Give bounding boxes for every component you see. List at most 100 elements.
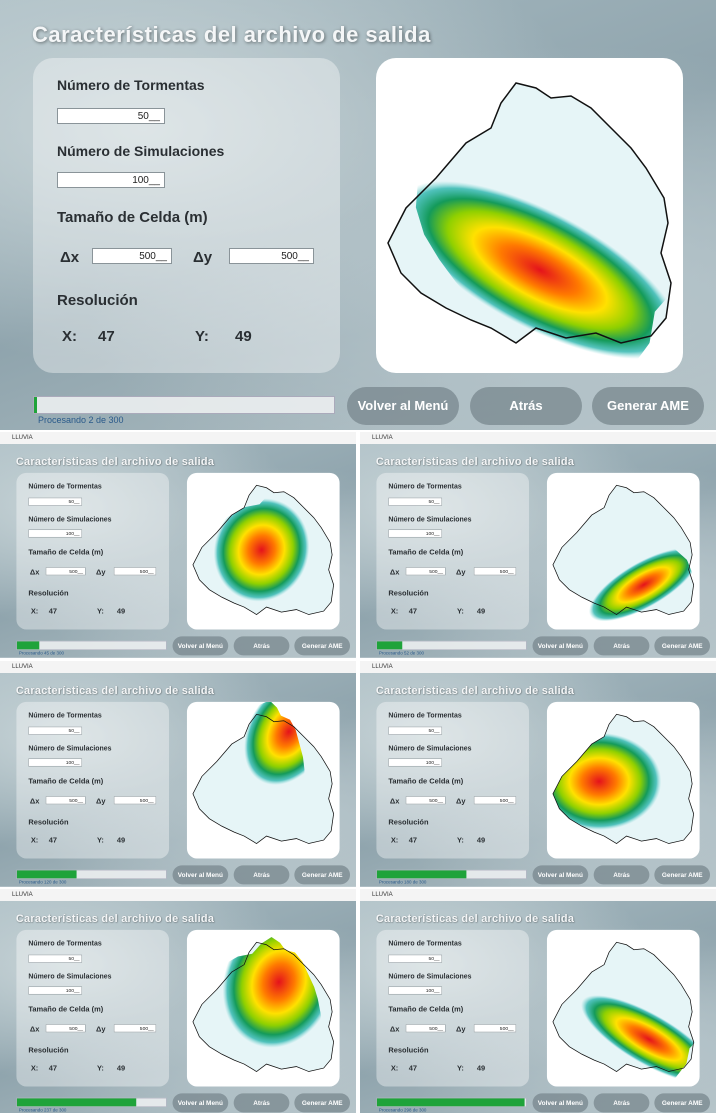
screen: Características del archivo de salida Núm…	[0, 673, 356, 887]
window-titlebar: LLUVIA	[360, 661, 716, 673]
storm-map	[192, 929, 336, 1072]
dy-input[interactable]: 500__	[113, 1024, 157, 1033]
dy-input[interactable]: 500__	[113, 796, 157, 805]
window-titlebar: LLUVIA	[360, 432, 716, 444]
y-label: Y:	[456, 1064, 464, 1073]
screen-title: Características del archivo de salida	[15, 454, 215, 468]
dx-input[interactable]: 500__	[405, 796, 446, 805]
small-window: LLUVIA Características del archivo de sal…	[0, 889, 356, 1113]
dy-input[interactable]: 500__	[473, 796, 517, 805]
screen-title: Características del archivo de salida	[375, 683, 575, 697]
storms-input[interactable]: 50__	[388, 954, 443, 963]
simulations-input[interactable]: 100__	[28, 758, 83, 767]
main-window: Características del archivo de salida Núm…	[0, 0, 716, 430]
dx-input[interactable]: 500__	[45, 796, 86, 805]
simulations-input[interactable]: 100__	[388, 986, 443, 995]
x-value: 47	[408, 1064, 418, 1073]
progress-fill	[376, 641, 403, 650]
button[interactable]: Generar AME	[294, 1093, 351, 1113]
dy-input[interactable]: 500__	[113, 567, 157, 576]
dx-input[interactable]: 500__	[405, 567, 446, 576]
progress-fill	[34, 397, 37, 413]
button[interactable]: Atrás	[233, 865, 290, 885]
button[interactable]: Atrás	[593, 636, 650, 656]
dx-input[interactable]: 500__	[405, 1024, 446, 1033]
cell-label: Tamaño de Celda (m)	[28, 547, 104, 557]
storm-field	[580, 995, 700, 1084]
basin-outline	[192, 484, 335, 615]
y-value: 49	[116, 836, 126, 845]
resolution-label: Resolución	[388, 589, 429, 598]
storms-label: Número de Tormentas	[388, 711, 462, 720]
simulations-input[interactable]: 100__	[28, 529, 83, 538]
dx-label: Δx	[29, 796, 40, 806]
status-text: Procesando 237 de 300	[18, 1107, 67, 1113]
basin-outline	[192, 941, 335, 1072]
button[interactable]: Generar AME	[654, 865, 711, 885]
basin-outline	[387, 82, 672, 344]
button[interactable]: Volver al Menú	[532, 636, 589, 656]
map-card	[186, 701, 340, 859]
y-value: 49	[116, 1064, 126, 1073]
button[interactable]: Atrás	[233, 1093, 290, 1113]
map-card	[186, 929, 340, 1087]
storms-input[interactable]: 50__	[388, 497, 443, 506]
map-card	[546, 701, 700, 859]
button[interactable]: Generar AME	[294, 865, 351, 885]
dx-input[interactable]: 500__	[92, 248, 172, 264]
progress-bar	[16, 1097, 167, 1107]
button[interactable]: Atrás	[593, 865, 650, 885]
progress-bar	[376, 1097, 527, 1107]
simulations-input[interactable]: 100__	[28, 986, 83, 995]
storms-input[interactable]: 50__	[28, 954, 83, 963]
storms-input[interactable]: 50__	[388, 726, 443, 735]
button[interactable]: Volver al Menú	[532, 1093, 589, 1113]
dy-label: Δy	[455, 567, 466, 577]
map-card	[186, 472, 340, 630]
y-value: 49	[476, 607, 486, 616]
button[interactable]: Generar AME	[654, 1093, 711, 1113]
progress-fill	[16, 870, 77, 879]
resolution-label: Resolución	[28, 1046, 69, 1055]
storms-input[interactable]: 50__	[57, 108, 165, 124]
button[interactable]: Volver al Menú	[172, 636, 229, 656]
button[interactable]: Generar AME	[592, 387, 704, 425]
small-window: LLUVIA Características del archivo de sal…	[360, 661, 716, 887]
simulations-input[interactable]: 100__	[388, 529, 443, 538]
status-text: Procesando 180 de 300	[378, 879, 427, 885]
button[interactable]: Atrás	[233, 636, 290, 656]
button[interactable]: Volver al Menú	[532, 865, 589, 885]
button[interactable]: Generar AME	[654, 636, 711, 656]
button[interactable]: Atrás	[470, 387, 582, 425]
storm-field	[400, 181, 680, 359]
simulations-input[interactable]: 100__	[57, 172, 165, 188]
dx-input[interactable]: 500__	[45, 1024, 86, 1033]
simulations-label: Número de Simulaciones	[28, 744, 112, 753]
progress-bar	[376, 869, 527, 879]
storms-input[interactable]: 50__	[28, 497, 83, 506]
dx-input[interactable]: 500__	[45, 567, 86, 576]
window-titlebar: LLUVIA	[0, 889, 356, 901]
dy-input[interactable]: 500__	[229, 248, 314, 264]
simulations-label: Número de Simulaciones	[57, 143, 225, 159]
dy-input[interactable]: 500__	[473, 567, 517, 576]
storm-map	[387, 82, 680, 359]
button[interactable]: Volver al Menú	[347, 387, 459, 425]
simulations-label: Número de Simulaciones	[388, 515, 472, 524]
button[interactable]: Generar AME	[294, 636, 351, 656]
basin-outline	[552, 484, 695, 615]
button[interactable]: Atrás	[593, 1093, 650, 1113]
resolution-label: Resolución	[28, 818, 69, 827]
dy-input[interactable]: 500__	[473, 1024, 517, 1033]
x-value: 47	[98, 328, 115, 345]
button[interactable]: Volver al Menú	[172, 1093, 229, 1113]
screen: Características del archivo de salida Núm…	[0, 0, 716, 430]
screen-title: Características del archivo de salida	[32, 22, 431, 47]
button[interactable]: Volver al Menú	[172, 865, 229, 885]
cell-label: Tamaño de Celda (m)	[28, 776, 104, 786]
screen-title: Características del archivo de salida	[375, 454, 575, 468]
cell-label: Tamaño de Celda (m)	[28, 1004, 104, 1014]
simulations-input[interactable]: 100__	[388, 758, 443, 767]
storms-input[interactable]: 50__	[28, 726, 83, 735]
screen: Características del archivo de salida Núm…	[0, 444, 356, 658]
